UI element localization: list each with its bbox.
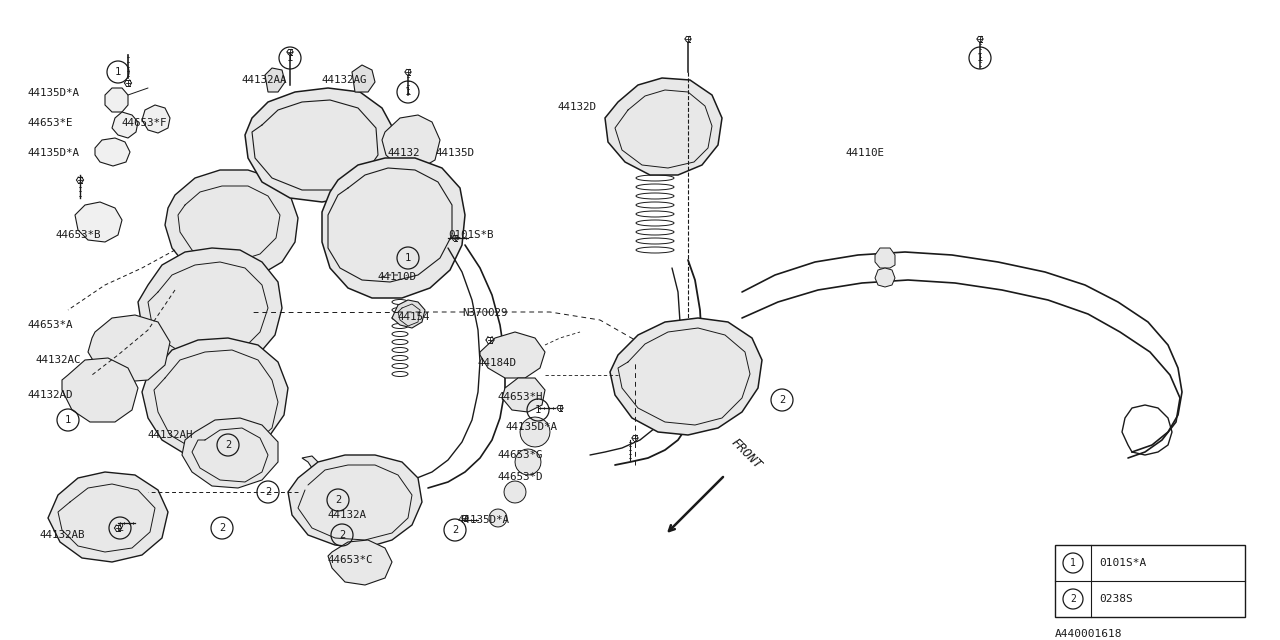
Text: 0101S*A: 0101S*A <box>1100 558 1147 568</box>
Text: 44653*H: 44653*H <box>498 392 544 402</box>
Text: 44132AD: 44132AD <box>28 390 73 400</box>
Text: 44653*D: 44653*D <box>498 472 544 482</box>
Text: 1: 1 <box>977 53 983 63</box>
Polygon shape <box>88 315 170 382</box>
Text: 44132AH: 44132AH <box>148 430 193 440</box>
Text: 2: 2 <box>452 525 458 535</box>
Text: FRONT: FRONT <box>728 436 764 472</box>
Text: 44135D*A: 44135D*A <box>506 422 557 432</box>
Text: 44184D: 44184D <box>477 358 517 368</box>
Polygon shape <box>142 338 288 458</box>
Text: 44653*C: 44653*C <box>328 555 374 565</box>
Text: 44653*F: 44653*F <box>122 118 168 128</box>
Text: 44110E: 44110E <box>845 148 884 158</box>
Polygon shape <box>165 170 298 280</box>
Polygon shape <box>504 481 526 503</box>
Polygon shape <box>381 115 440 170</box>
Polygon shape <box>328 540 392 585</box>
Text: 44135D*A: 44135D*A <box>28 88 79 98</box>
Text: 44132AG: 44132AG <box>323 75 367 85</box>
Text: 44110D: 44110D <box>378 272 417 282</box>
Text: N370029: N370029 <box>462 308 507 318</box>
Text: 44653*B: 44653*B <box>55 230 101 240</box>
Polygon shape <box>138 248 282 372</box>
Text: 1: 1 <box>1070 558 1076 568</box>
Text: 1: 1 <box>404 253 411 263</box>
Text: 2: 2 <box>339 530 346 540</box>
Polygon shape <box>105 88 128 112</box>
Polygon shape <box>520 417 550 447</box>
Polygon shape <box>352 65 375 92</box>
Polygon shape <box>95 138 131 166</box>
Text: 44653*G: 44653*G <box>498 450 544 460</box>
Polygon shape <box>302 456 323 502</box>
Polygon shape <box>611 318 762 435</box>
Text: 1: 1 <box>404 87 411 97</box>
Polygon shape <box>182 418 278 488</box>
Polygon shape <box>392 300 425 328</box>
Text: 44135D*A: 44135D*A <box>458 515 509 525</box>
Polygon shape <box>489 509 507 527</box>
Text: 1: 1 <box>115 67 122 77</box>
Polygon shape <box>113 112 138 138</box>
Text: 44135D: 44135D <box>435 148 474 158</box>
Polygon shape <box>480 332 545 378</box>
Text: 44132AC: 44132AC <box>35 355 81 365</box>
Text: 1: 1 <box>535 405 541 415</box>
Text: 2: 2 <box>225 440 232 450</box>
Polygon shape <box>502 378 545 412</box>
Text: 2: 2 <box>335 495 342 505</box>
Text: 2: 2 <box>1070 594 1076 604</box>
Text: 44154: 44154 <box>398 312 430 322</box>
Polygon shape <box>76 202 122 242</box>
Text: 44132: 44132 <box>388 148 421 158</box>
Text: 44132D: 44132D <box>558 102 596 112</box>
Polygon shape <box>876 248 895 268</box>
Text: 44132AA: 44132AA <box>242 75 288 85</box>
Text: 2: 2 <box>116 523 123 533</box>
Polygon shape <box>244 88 396 202</box>
Text: 1: 1 <box>287 53 293 63</box>
Text: 2: 2 <box>219 523 225 533</box>
Text: 2: 2 <box>778 395 785 405</box>
Text: 0238S: 0238S <box>1100 594 1133 604</box>
Polygon shape <box>876 268 895 287</box>
Polygon shape <box>142 105 170 133</box>
Polygon shape <box>323 158 465 298</box>
Polygon shape <box>49 472 168 562</box>
Polygon shape <box>61 358 138 422</box>
Polygon shape <box>265 68 285 92</box>
Text: 44132A: 44132A <box>328 510 367 520</box>
Text: 1: 1 <box>65 415 72 425</box>
Text: 44653*E: 44653*E <box>28 118 73 128</box>
Polygon shape <box>515 449 541 475</box>
Bar <box>1055 545 1245 617</box>
Text: 44653*A: 44653*A <box>28 320 73 330</box>
Text: 2: 2 <box>265 487 271 497</box>
Polygon shape <box>605 78 722 175</box>
Text: 44132AB: 44132AB <box>40 530 86 540</box>
Text: 0101S*B: 0101S*B <box>448 230 494 240</box>
Polygon shape <box>288 455 422 548</box>
Text: 44135D*A: 44135D*A <box>28 148 79 158</box>
Text: A440001618: A440001618 <box>1055 629 1123 639</box>
